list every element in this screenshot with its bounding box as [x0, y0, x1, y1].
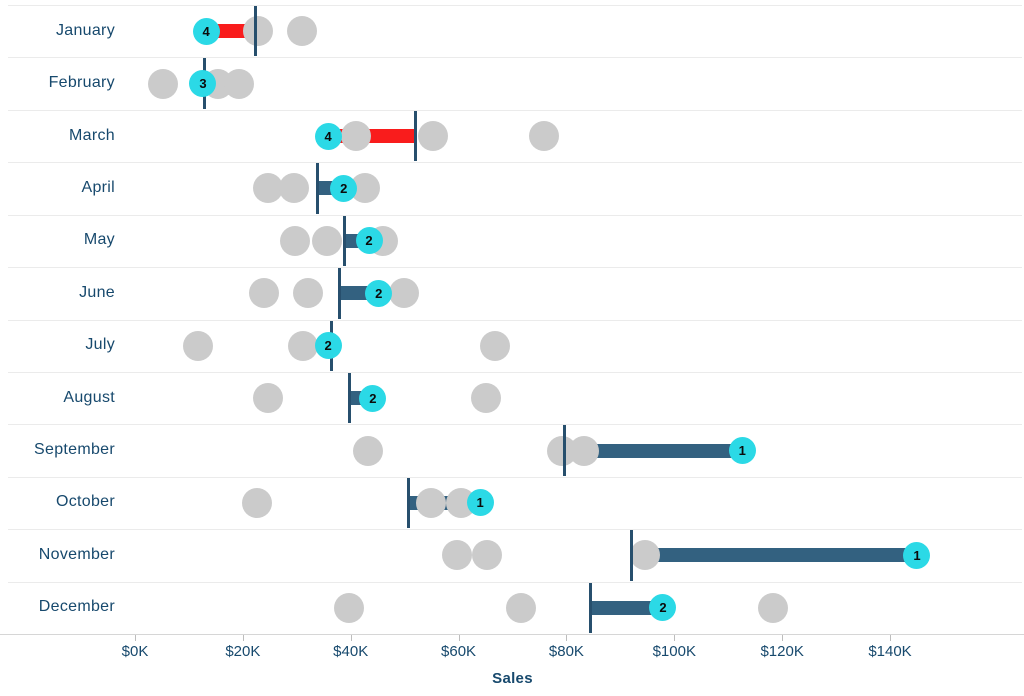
x-axis-tick [674, 635, 676, 642]
rank-badge[interactable]: 1 [728, 437, 756, 465]
rank-badge[interactable]: 4 [314, 122, 342, 150]
prior-period-dot[interactable] [148, 68, 179, 99]
prior-period-dot[interactable] [288, 330, 319, 361]
month-label: March [69, 126, 115, 144]
reference-line [562, 425, 566, 476]
row-separator [8, 162, 1022, 164]
month-label: October [55, 493, 115, 511]
row-separator [8, 319, 1022, 321]
row-separator [8, 109, 1022, 111]
prior-period-dot[interactable] [248, 278, 279, 309]
rank-badge[interactable]: 1 [903, 541, 931, 569]
x-axis-tick-label: $120K [760, 643, 804, 661]
prior-period-dot[interactable] [280, 225, 311, 256]
prior-period-dot[interactable] [241, 487, 272, 518]
x-axis-tick [458, 635, 460, 642]
x-axis-title: Sales [492, 670, 533, 688]
reference-line [414, 110, 418, 162]
x-axis-line [0, 634, 1024, 635]
x-axis-tick-label: $80K [548, 643, 584, 661]
prior-period-dot[interactable] [569, 435, 600, 466]
prior-period-dot[interactable] [340, 121, 371, 152]
reference-line [343, 215, 347, 267]
prior-period-dot[interactable] [183, 330, 214, 361]
sales-bar[interactable] [590, 600, 663, 615]
prior-period-dot[interactable] [293, 278, 324, 309]
reference-line [407, 477, 411, 529]
x-axis-tick [890, 635, 891, 642]
prior-period-dot[interactable] [416, 487, 447, 518]
reference-line [338, 268, 342, 319]
rank-badge[interactable]: 2 [649, 594, 677, 622]
prior-period-dot[interactable] [441, 540, 472, 571]
x-axis-tick-label: $60K [441, 643, 477, 661]
prior-period-dot[interactable] [480, 330, 511, 361]
x-axis-tick [242, 635, 244, 642]
prior-period-dot[interactable] [389, 278, 420, 309]
row-separator [8, 424, 1022, 426]
row-separator [8, 581, 1022, 583]
row-separator [8, 267, 1022, 269]
prior-period-dot[interactable] [630, 540, 661, 571]
reference-line [253, 6, 257, 57]
x-axis-tick-label: $40K [333, 643, 369, 661]
row-separator [8, 476, 1022, 478]
prior-period-dot[interactable] [352, 435, 383, 466]
month-label: May [83, 231, 115, 249]
x-axis-tick [782, 635, 784, 642]
prior-period-dot[interactable] [253, 173, 284, 204]
prior-period-dot[interactable] [287, 16, 318, 47]
x-axis-tick [135, 635, 136, 642]
prior-period-dot[interactable] [311, 225, 342, 256]
prior-period-dot[interactable] [506, 592, 537, 623]
prior-period-dot[interactable] [242, 16, 273, 47]
prior-period-dot[interactable] [471, 383, 502, 414]
x-axis-tick [566, 635, 568, 642]
x-axis-tick-label: $100K [652, 643, 696, 661]
month-label: August [63, 388, 115, 406]
prior-period-dot[interactable] [279, 173, 310, 204]
prior-period-dot[interactable] [253, 383, 284, 414]
row-separator [8, 5, 1022, 6]
prior-period-dot[interactable] [334, 592, 365, 623]
prior-period-dot[interactable] [472, 540, 503, 571]
month-label: December [38, 598, 115, 616]
month-label: November [38, 545, 115, 563]
row-separator [8, 529, 1022, 531]
rank-badge[interactable]: 3 [189, 70, 217, 98]
month-label: January [55, 21, 115, 39]
prior-period-dot[interactable] [418, 121, 449, 152]
rank-badge[interactable]: 1 [466, 489, 494, 517]
month-label: February [48, 74, 115, 92]
row-separator [8, 214, 1022, 216]
x-axis-tick [350, 635, 352, 642]
reference-line [347, 372, 351, 424]
sales-bar[interactable] [631, 548, 917, 563]
x-axis-tick-label: $0K [121, 643, 149, 661]
rank-badge[interactable]: 4 [192, 17, 220, 45]
row-separator [8, 371, 1022, 373]
rank-badge[interactable]: 2 [314, 332, 342, 360]
prior-period-dot[interactable] [757, 592, 788, 623]
rank-badge[interactable]: 2 [359, 384, 387, 412]
reference-line [588, 582, 592, 634]
row-separator [8, 57, 1022, 59]
reference-line [629, 530, 633, 581]
month-label: June [79, 283, 115, 301]
month-label: April [81, 178, 115, 196]
prior-period-dot[interactable] [224, 68, 255, 99]
reference-line [316, 163, 320, 214]
prior-period-dot[interactable] [528, 121, 559, 152]
x-axis-tick-label: $140K [868, 643, 912, 661]
rank-badge[interactable]: 2 [365, 279, 393, 307]
rank-badge[interactable]: 2 [355, 227, 383, 255]
sales-bar[interactable] [564, 443, 743, 458]
month-label: July [85, 336, 115, 354]
month-label: September [34, 441, 115, 459]
x-axis-tick-label: $20K [225, 643, 261, 661]
rank-badge[interactable]: 2 [330, 174, 358, 202]
